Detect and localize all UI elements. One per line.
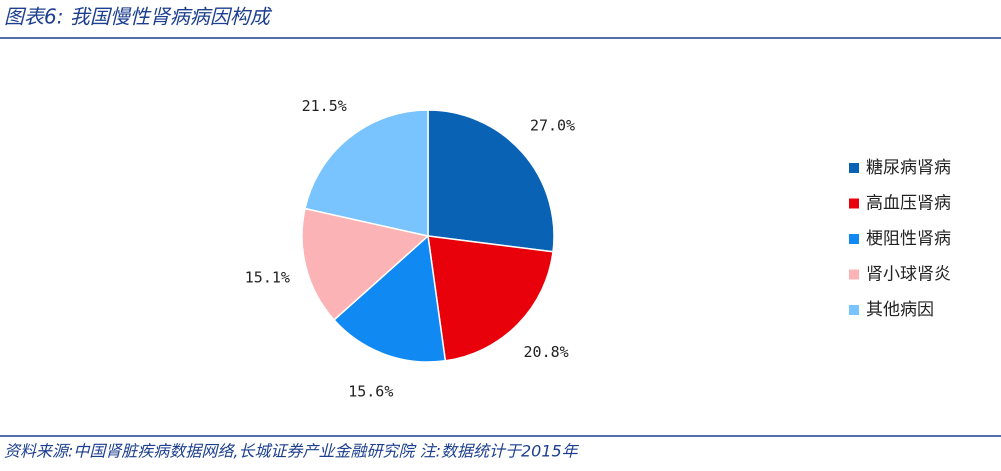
legend-swatch	[849, 163, 859, 173]
pie-slice	[427, 235, 554, 362]
data-label: 21.5%	[302, 97, 347, 115]
legend-label: 高血压肾病	[866, 194, 951, 214]
legend-label: 糖尿病肾病	[866, 158, 951, 178]
pie-slice	[332, 234, 447, 363]
data-label: 15.6%	[348, 382, 393, 400]
legend-label: 肾小球肾炎	[866, 265, 951, 285]
legend-label: 梗阻性肾病	[866, 229, 951, 249]
pie-slice	[301, 207, 430, 321]
source: 资料来源:中国肾脏疾病数据网络,长城证券产业金融研究院 注:数据统计于2015年	[4, 442, 580, 461]
legend-swatch	[849, 198, 859, 209]
legend-swatch	[849, 234, 859, 244]
legend-swatch	[849, 305, 859, 315]
legend-swatch	[849, 269, 859, 280]
legend-label: 其他病因	[866, 300, 934, 320]
pie-slice	[427, 109, 555, 253]
data-label: 27.0%	[530, 117, 575, 135]
pie-slice	[304, 109, 429, 237]
data-label: 15.1%	[245, 268, 290, 286]
chart-title: 图表6: 我国慢性肾病病因构成	[4, 5, 273, 29]
data-label: 20.8%	[524, 343, 569, 361]
